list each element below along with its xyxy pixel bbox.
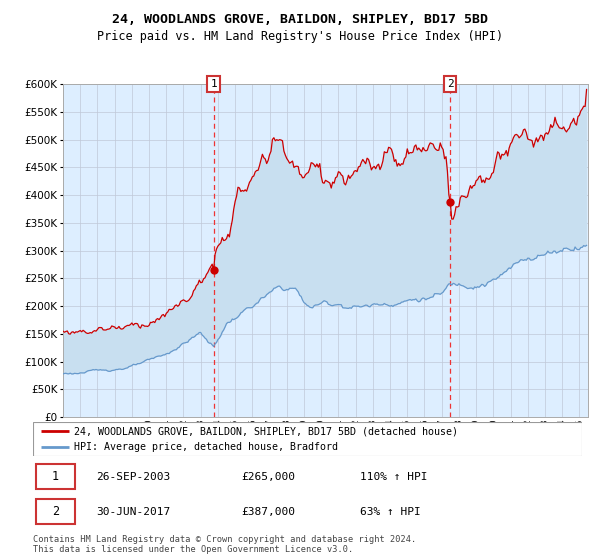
FancyBboxPatch shape <box>36 499 75 524</box>
Text: Contains HM Land Registry data © Crown copyright and database right 2024.
This d: Contains HM Land Registry data © Crown c… <box>33 535 416 554</box>
Text: £387,000: £387,000 <box>242 507 296 517</box>
Text: 1: 1 <box>52 470 59 483</box>
Text: £265,000: £265,000 <box>242 472 296 482</box>
Text: 24, WOODLANDS GROVE, BAILDON, SHIPLEY, BD17 5BD (detached house): 24, WOODLANDS GROVE, BAILDON, SHIPLEY, B… <box>74 426 458 436</box>
Text: 2: 2 <box>52 505 59 518</box>
Text: 26-SEP-2003: 26-SEP-2003 <box>96 472 170 482</box>
Text: 110% ↑ HPI: 110% ↑ HPI <box>359 472 427 482</box>
Text: 24, WOODLANDS GROVE, BAILDON, SHIPLEY, BD17 5BD: 24, WOODLANDS GROVE, BAILDON, SHIPLEY, B… <box>112 13 488 26</box>
FancyBboxPatch shape <box>33 422 582 456</box>
Text: 30-JUN-2017: 30-JUN-2017 <box>96 507 170 517</box>
Text: 1: 1 <box>210 79 217 89</box>
Text: HPI: Average price, detached house, Bradford: HPI: Average price, detached house, Brad… <box>74 442 338 452</box>
Text: 2: 2 <box>447 79 454 89</box>
Text: Price paid vs. HM Land Registry's House Price Index (HPI): Price paid vs. HM Land Registry's House … <box>97 30 503 43</box>
Text: 63% ↑ HPI: 63% ↑ HPI <box>359 507 421 517</box>
FancyBboxPatch shape <box>36 464 75 489</box>
